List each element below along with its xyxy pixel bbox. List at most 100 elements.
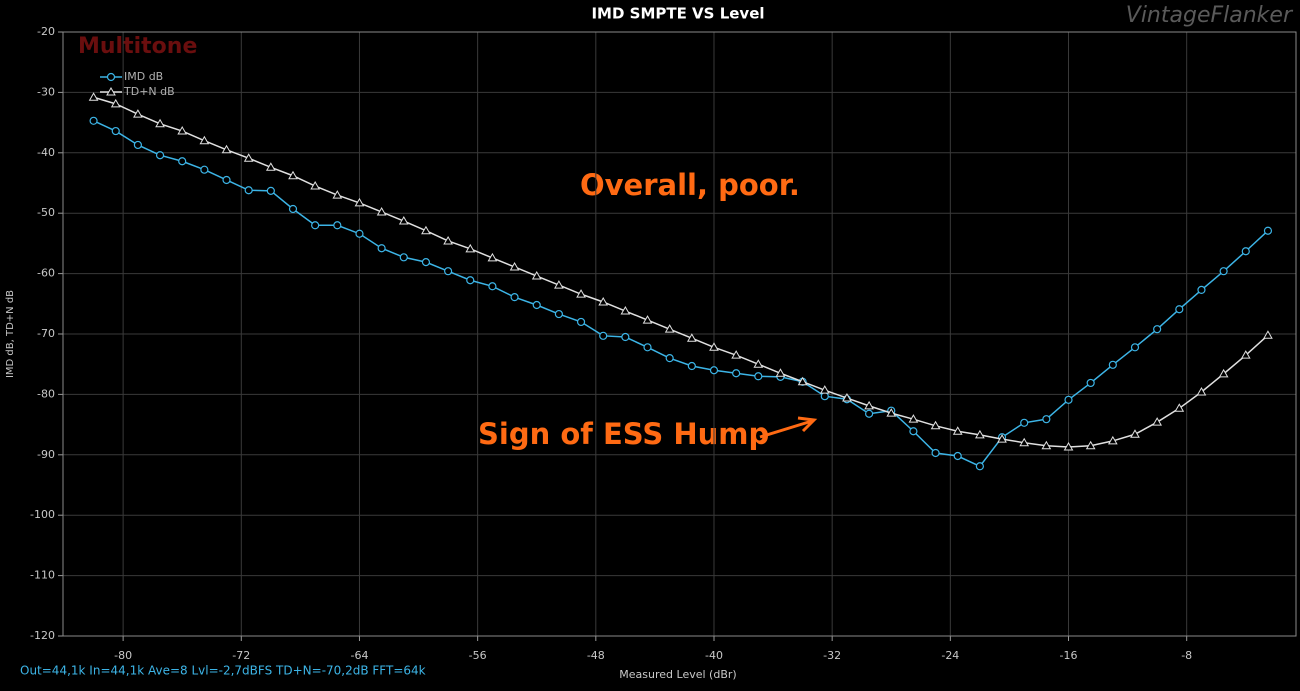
- app-name: Multitone: [78, 34, 197, 59]
- marker: [686, 333, 697, 342]
- marker: [1085, 440, 1096, 450]
- x-tick-label: -48: [587, 649, 605, 662]
- marker: [1153, 325, 1162, 334]
- marker: [509, 261, 520, 271]
- annotation: Sign of ESS Hump: [478, 417, 769, 451]
- marker: [266, 186, 275, 195]
- marker: [997, 434, 1007, 443]
- marker: [310, 181, 321, 190]
- marker: [243, 153, 254, 162]
- marker: [111, 126, 120, 136]
- marker: [732, 369, 741, 378]
- y-tick-label: -30: [37, 85, 55, 98]
- marker: [265, 162, 276, 171]
- marker: [1019, 437, 1030, 447]
- marker: [443, 235, 453, 245]
- marker: [376, 206, 387, 216]
- marker: [1086, 378, 1095, 388]
- marker: [842, 393, 852, 402]
- marker: [1263, 226, 1273, 235]
- x-tick-label: -40: [705, 649, 723, 662]
- marker: [532, 300, 541, 310]
- marker: [1175, 305, 1184, 314]
- x-tick-label: -24: [941, 649, 959, 662]
- marker: [797, 376, 808, 386]
- marker: [421, 258, 431, 267]
- marker: [377, 244, 386, 253]
- marker: [244, 186, 253, 195]
- y-tick-label: -80: [37, 387, 55, 400]
- marker: [643, 343, 652, 352]
- legend-marker: [106, 72, 116, 82]
- marker: [642, 315, 653, 324]
- marker: [399, 253, 408, 262]
- marker: [599, 331, 608, 340]
- marker: [1241, 247, 1250, 256]
- marker: [221, 144, 232, 154]
- marker: [1174, 403, 1185, 412]
- marker: [311, 221, 320, 230]
- marker: [1219, 267, 1228, 276]
- marker: [930, 420, 941, 430]
- watermark: VintageFlanker: [1126, 3, 1294, 28]
- y-tick-label: -110: [30, 569, 55, 582]
- marker: [200, 165, 209, 174]
- y-tick-label: -40: [37, 146, 55, 159]
- y-tick-label: -60: [37, 267, 55, 280]
- marker: [576, 289, 586, 298]
- marker: [465, 243, 476, 253]
- x-tick-label: -16: [1060, 649, 1078, 662]
- marker: [909, 427, 918, 436]
- marker: [886, 408, 897, 417]
- marker: [864, 400, 874, 410]
- marker: [1197, 285, 1206, 295]
- marker: [1107, 435, 1118, 445]
- marker: [88, 92, 99, 101]
- marker: [620, 306, 631, 315]
- marker: [931, 448, 940, 458]
- marker: [1041, 440, 1052, 450]
- marker: [687, 361, 696, 371]
- chart-title: IMD SMPTE VS Level: [591, 5, 764, 23]
- marker: [709, 342, 719, 351]
- marker: [554, 309, 563, 319]
- y-tick-label: -50: [37, 206, 55, 219]
- marker: [222, 175, 231, 185]
- marker: [953, 451, 962, 461]
- marker: [110, 98, 121, 108]
- plot-frame: [62, 31, 1297, 637]
- annotation-arrow: [759, 416, 818, 439]
- marker: [510, 293, 519, 302]
- x-tick-label: -8: [1181, 649, 1192, 662]
- marker: [598, 296, 609, 306]
- marker: [621, 332, 630, 342]
- marker: [554, 280, 564, 289]
- marker: [1042, 415, 1051, 424]
- marker: [288, 204, 298, 214]
- marker: [864, 409, 874, 418]
- marker: [155, 151, 165, 160]
- series-line: [93, 120, 1269, 468]
- marker: [332, 190, 343, 199]
- marker: [177, 126, 188, 135]
- annotation: Overall, poor.: [580, 168, 800, 202]
- marker: [952, 426, 963, 435]
- marker: [354, 197, 365, 207]
- marker: [444, 267, 453, 276]
- legend-label: TD+N dB: [123, 85, 175, 98]
- marker: [466, 276, 475, 285]
- marker: [1218, 368, 1229, 378]
- y-tick-label: -90: [37, 448, 55, 461]
- marker: [1152, 417, 1163, 426]
- status-line: Out=44,1k In=44,1k Ave=8 Lvl=-2,7dBFS TD…: [20, 664, 426, 678]
- marker: [975, 462, 984, 471]
- marker: [421, 225, 431, 235]
- marker: [819, 385, 830, 394]
- marker: [665, 354, 674, 363]
- y-tick-label: -70: [37, 327, 55, 340]
- marker: [288, 170, 298, 180]
- marker: [753, 359, 764, 368]
- marker: [155, 118, 165, 128]
- marker: [1063, 441, 1074, 451]
